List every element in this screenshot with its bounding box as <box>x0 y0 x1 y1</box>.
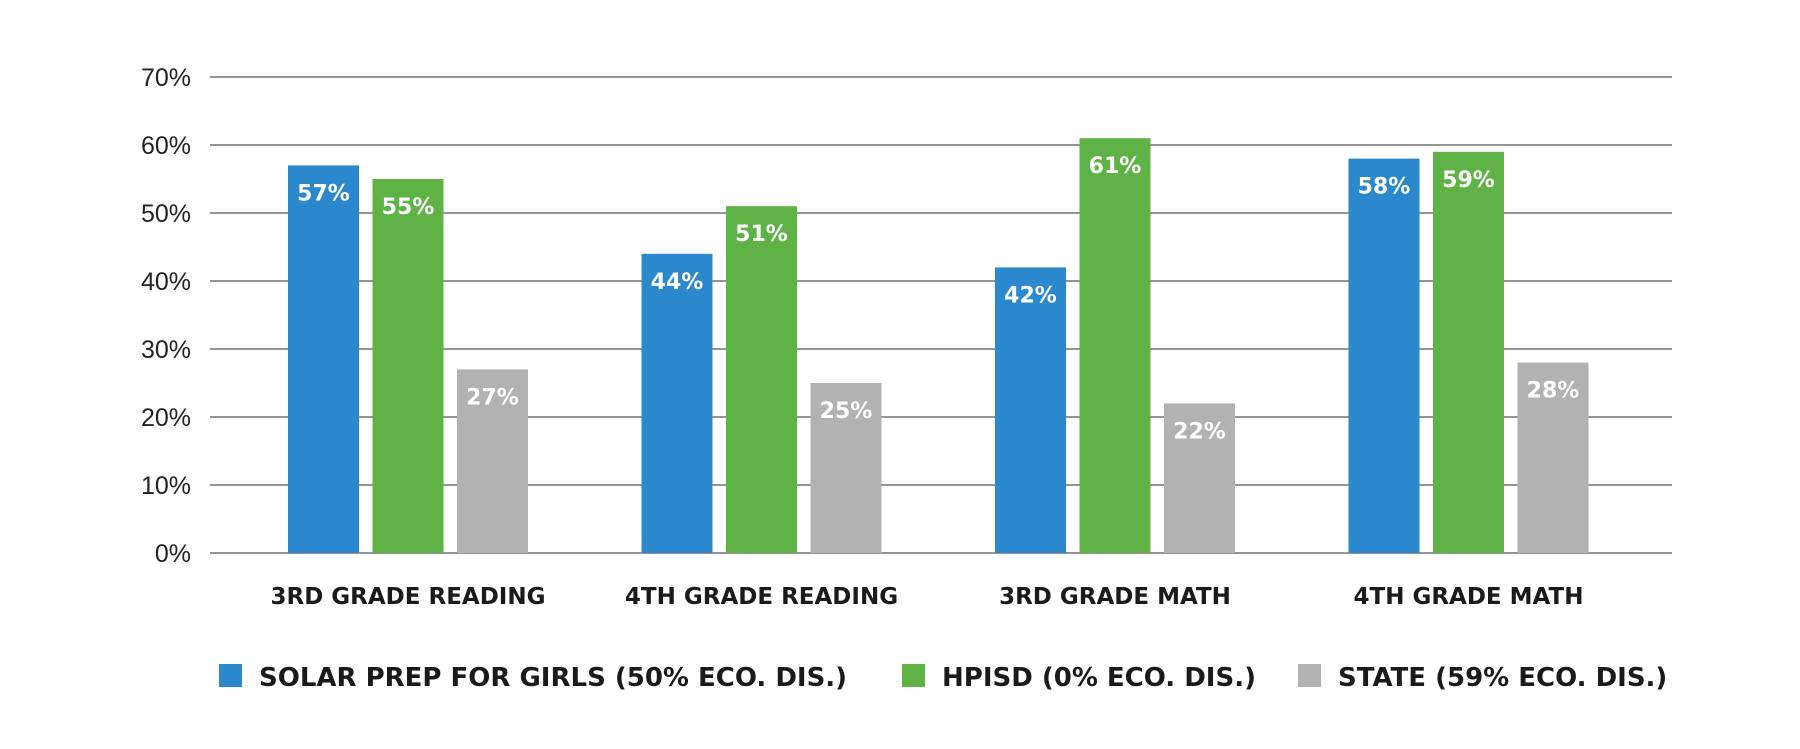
bar-value-label: 59% <box>1442 168 1495 193</box>
y-tick-label: 70% <box>141 64 191 92</box>
bar-value-label: 22% <box>1173 419 1226 444</box>
bar <box>995 267 1066 553</box>
bar-value-label: 27% <box>466 385 519 410</box>
gridlines <box>210 76 1672 554</box>
bar <box>1433 151 1504 554</box>
legend: SOLAR PREP FOR GIRLS (50% ECO. DIS.) HPIS… <box>219 663 1667 693</box>
x-category-label: 4TH GRADE READING <box>625 584 898 610</box>
bar <box>810 383 882 553</box>
x-category-label: 3RD GRADE READING <box>270 584 545 610</box>
x-category-label: 4TH GRADE MATH <box>1354 584 1584 610</box>
y-tick-label: 20% <box>141 404 191 432</box>
bar <box>1079 138 1151 553</box>
bar-value-label: 51% <box>735 222 788 247</box>
y-tick-label: 50% <box>141 200 191 228</box>
legend-swatch <box>902 664 925 687</box>
x-axis-category-labels: 3RD GRADE READING 4TH GRADE READING 3RD GR… <box>270 584 1583 610</box>
bar-value-label: 42% <box>1004 283 1057 308</box>
bar <box>1348 158 1420 553</box>
y-axis-tick-labels: 0% 10% 20% 30% 40% 50% 60% 70% <box>141 64 191 568</box>
x-category-label: 3RD GRADE MATH <box>999 584 1231 610</box>
bar <box>457 369 528 553</box>
bar <box>372 179 444 553</box>
bars <box>288 138 1589 554</box>
legend-swatch <box>1298 664 1321 687</box>
bar-value-label: 58% <box>1358 175 1411 200</box>
y-tick-label: 30% <box>141 336 191 364</box>
bar-value-label: 25% <box>820 399 873 424</box>
bar <box>1164 403 1235 553</box>
y-tick-label: 60% <box>141 132 191 160</box>
legend-label: SOLAR PREP FOR GIRLS (50% ECO. DIS.) <box>259 663 847 693</box>
bar <box>641 253 713 554</box>
legend-swatch <box>219 664 242 687</box>
bar <box>726 206 797 553</box>
bar <box>288 165 359 553</box>
bar-value-label: 55% <box>382 195 435 220</box>
y-tick-label: 0% <box>155 540 191 568</box>
bar-value-label: 28% <box>1527 379 1580 404</box>
legend-label: STATE (59% ECO. DIS.) <box>1338 663 1667 693</box>
data-labels: 57% 55% 27% 44% 51% 25% 42% 61% 22% 58% 59% 28% <box>297 154 1579 444</box>
legend-label: HPISD (0% ECO. DIS.) <box>942 663 1256 693</box>
y-tick-label: 40% <box>141 268 191 296</box>
y-tick-label: 10% <box>141 472 191 500</box>
bar-value-label: 61% <box>1089 154 1142 179</box>
bar <box>1517 362 1589 553</box>
bar-value-label: 57% <box>297 181 350 206</box>
bar-value-label: 44% <box>651 270 704 295</box>
